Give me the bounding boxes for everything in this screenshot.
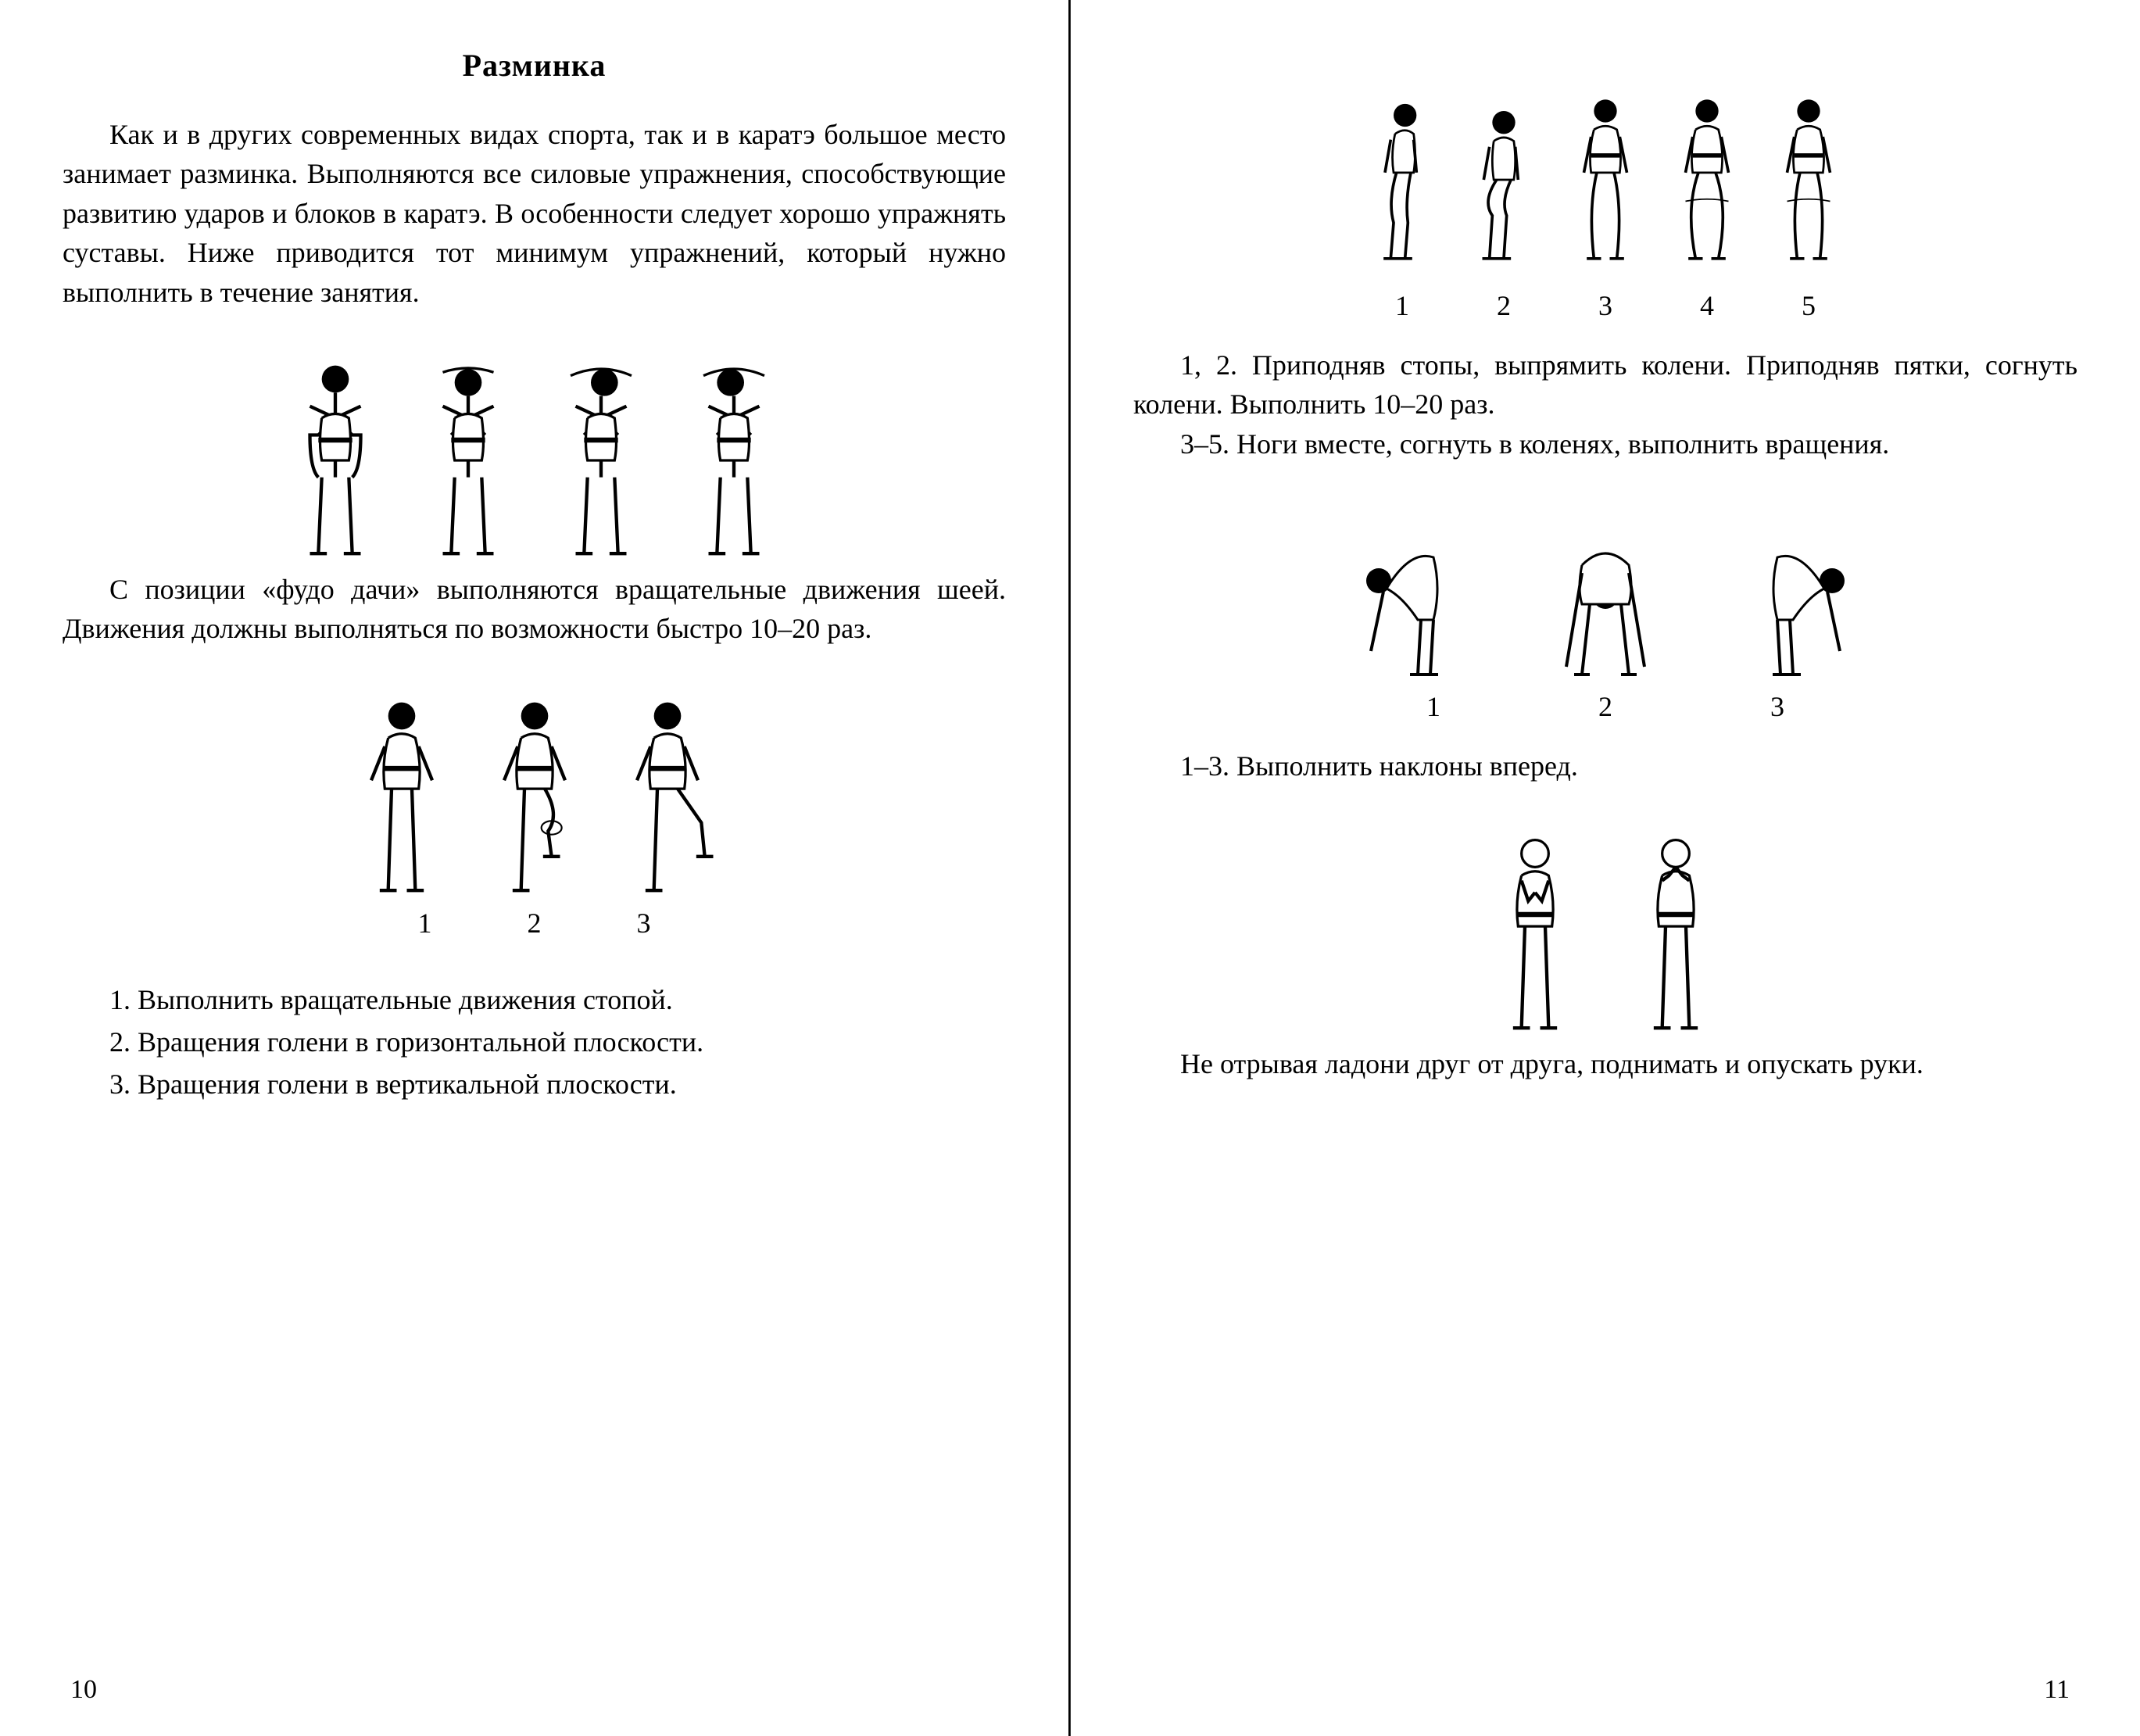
karate-figure xyxy=(1562,78,1648,281)
intro-paragraph: Как и в других современных видах спорта,… xyxy=(63,115,1006,312)
figure-label: 1 xyxy=(410,907,441,940)
karate-figure xyxy=(1484,833,1586,1036)
figure-label: 4 xyxy=(1691,289,1723,322)
left-page: Разминка Как и в других современных вида… xyxy=(0,0,1070,1736)
paragraph-neck: С позиции «фудо дачи» выполняются вращат… xyxy=(63,570,1006,649)
figure-forward-bend xyxy=(1133,510,2077,682)
karate-figure xyxy=(1355,510,1480,682)
karate-figure xyxy=(617,696,718,899)
figure-label: 3 xyxy=(1762,690,1793,723)
figure-label: 3 xyxy=(628,907,660,940)
exercise-list: 1. Выполнить вращательные движения стопо… xyxy=(63,979,1006,1105)
figure-label: 1 xyxy=(1387,289,1418,322)
karate-figure xyxy=(1625,833,1727,1036)
karate-figure xyxy=(1664,78,1750,281)
karate-figure xyxy=(351,696,453,899)
right-page: 1 2 3 4 5 1, 2. Приподняв стопы, выпрями… xyxy=(1070,0,2140,1736)
figure-label: 1 xyxy=(1418,690,1449,723)
paragraph-bend: 1–3. Выполнить наклоны вперед. xyxy=(1133,746,2077,786)
karate-figure xyxy=(1461,78,1547,281)
page-number: 10 xyxy=(70,1675,97,1705)
figure-neck-rotation xyxy=(63,359,1006,562)
karate-figure xyxy=(1543,510,1668,682)
section-title: Разминка xyxy=(63,47,1006,84)
figure-label: 2 xyxy=(1488,289,1519,322)
figure-knee-bend xyxy=(1133,78,2077,281)
list-item: 2. Вращения голени в горизонтальной плос… xyxy=(109,1021,1006,1063)
figure-label: 5 xyxy=(1793,289,1824,322)
karate-figure xyxy=(683,359,785,562)
figure-label: 2 xyxy=(519,907,550,940)
karate-figure xyxy=(484,696,585,899)
karate-figure xyxy=(284,359,386,562)
karate-figure xyxy=(1359,78,1445,281)
page-number: 11 xyxy=(2044,1675,2070,1705)
figure-labels: 1 2 3 xyxy=(63,907,1006,940)
paragraph-knee-2: 3–5. Ноги вместе, согнуть в коленях, вып… xyxy=(1133,424,2077,464)
karate-figure xyxy=(550,359,652,562)
figure-labels: 1 2 3 xyxy=(1133,690,2077,723)
list-item: 1. Выполнить вращательные движения стопо… xyxy=(109,979,1006,1021)
figure-hand-raise xyxy=(1133,833,2077,1036)
list-item: 3. Вращения голени в вертикальной плоско… xyxy=(109,1063,1006,1105)
paragraph-knee-1: 1, 2. Приподняв стопы, выпрямить колени.… xyxy=(1133,345,2077,424)
figure-label: 2 xyxy=(1590,690,1621,723)
figure-label: 3 xyxy=(1590,289,1621,322)
karate-figure xyxy=(1730,510,1856,682)
figure-leg-rotation xyxy=(63,696,1006,899)
karate-figure xyxy=(1766,78,1852,281)
paragraph-hands: Не отрывая ладони друг от друга, поднима… xyxy=(1133,1044,2077,1083)
karate-figure xyxy=(417,359,519,562)
figure-labels: 1 2 3 4 5 xyxy=(1133,289,2077,322)
